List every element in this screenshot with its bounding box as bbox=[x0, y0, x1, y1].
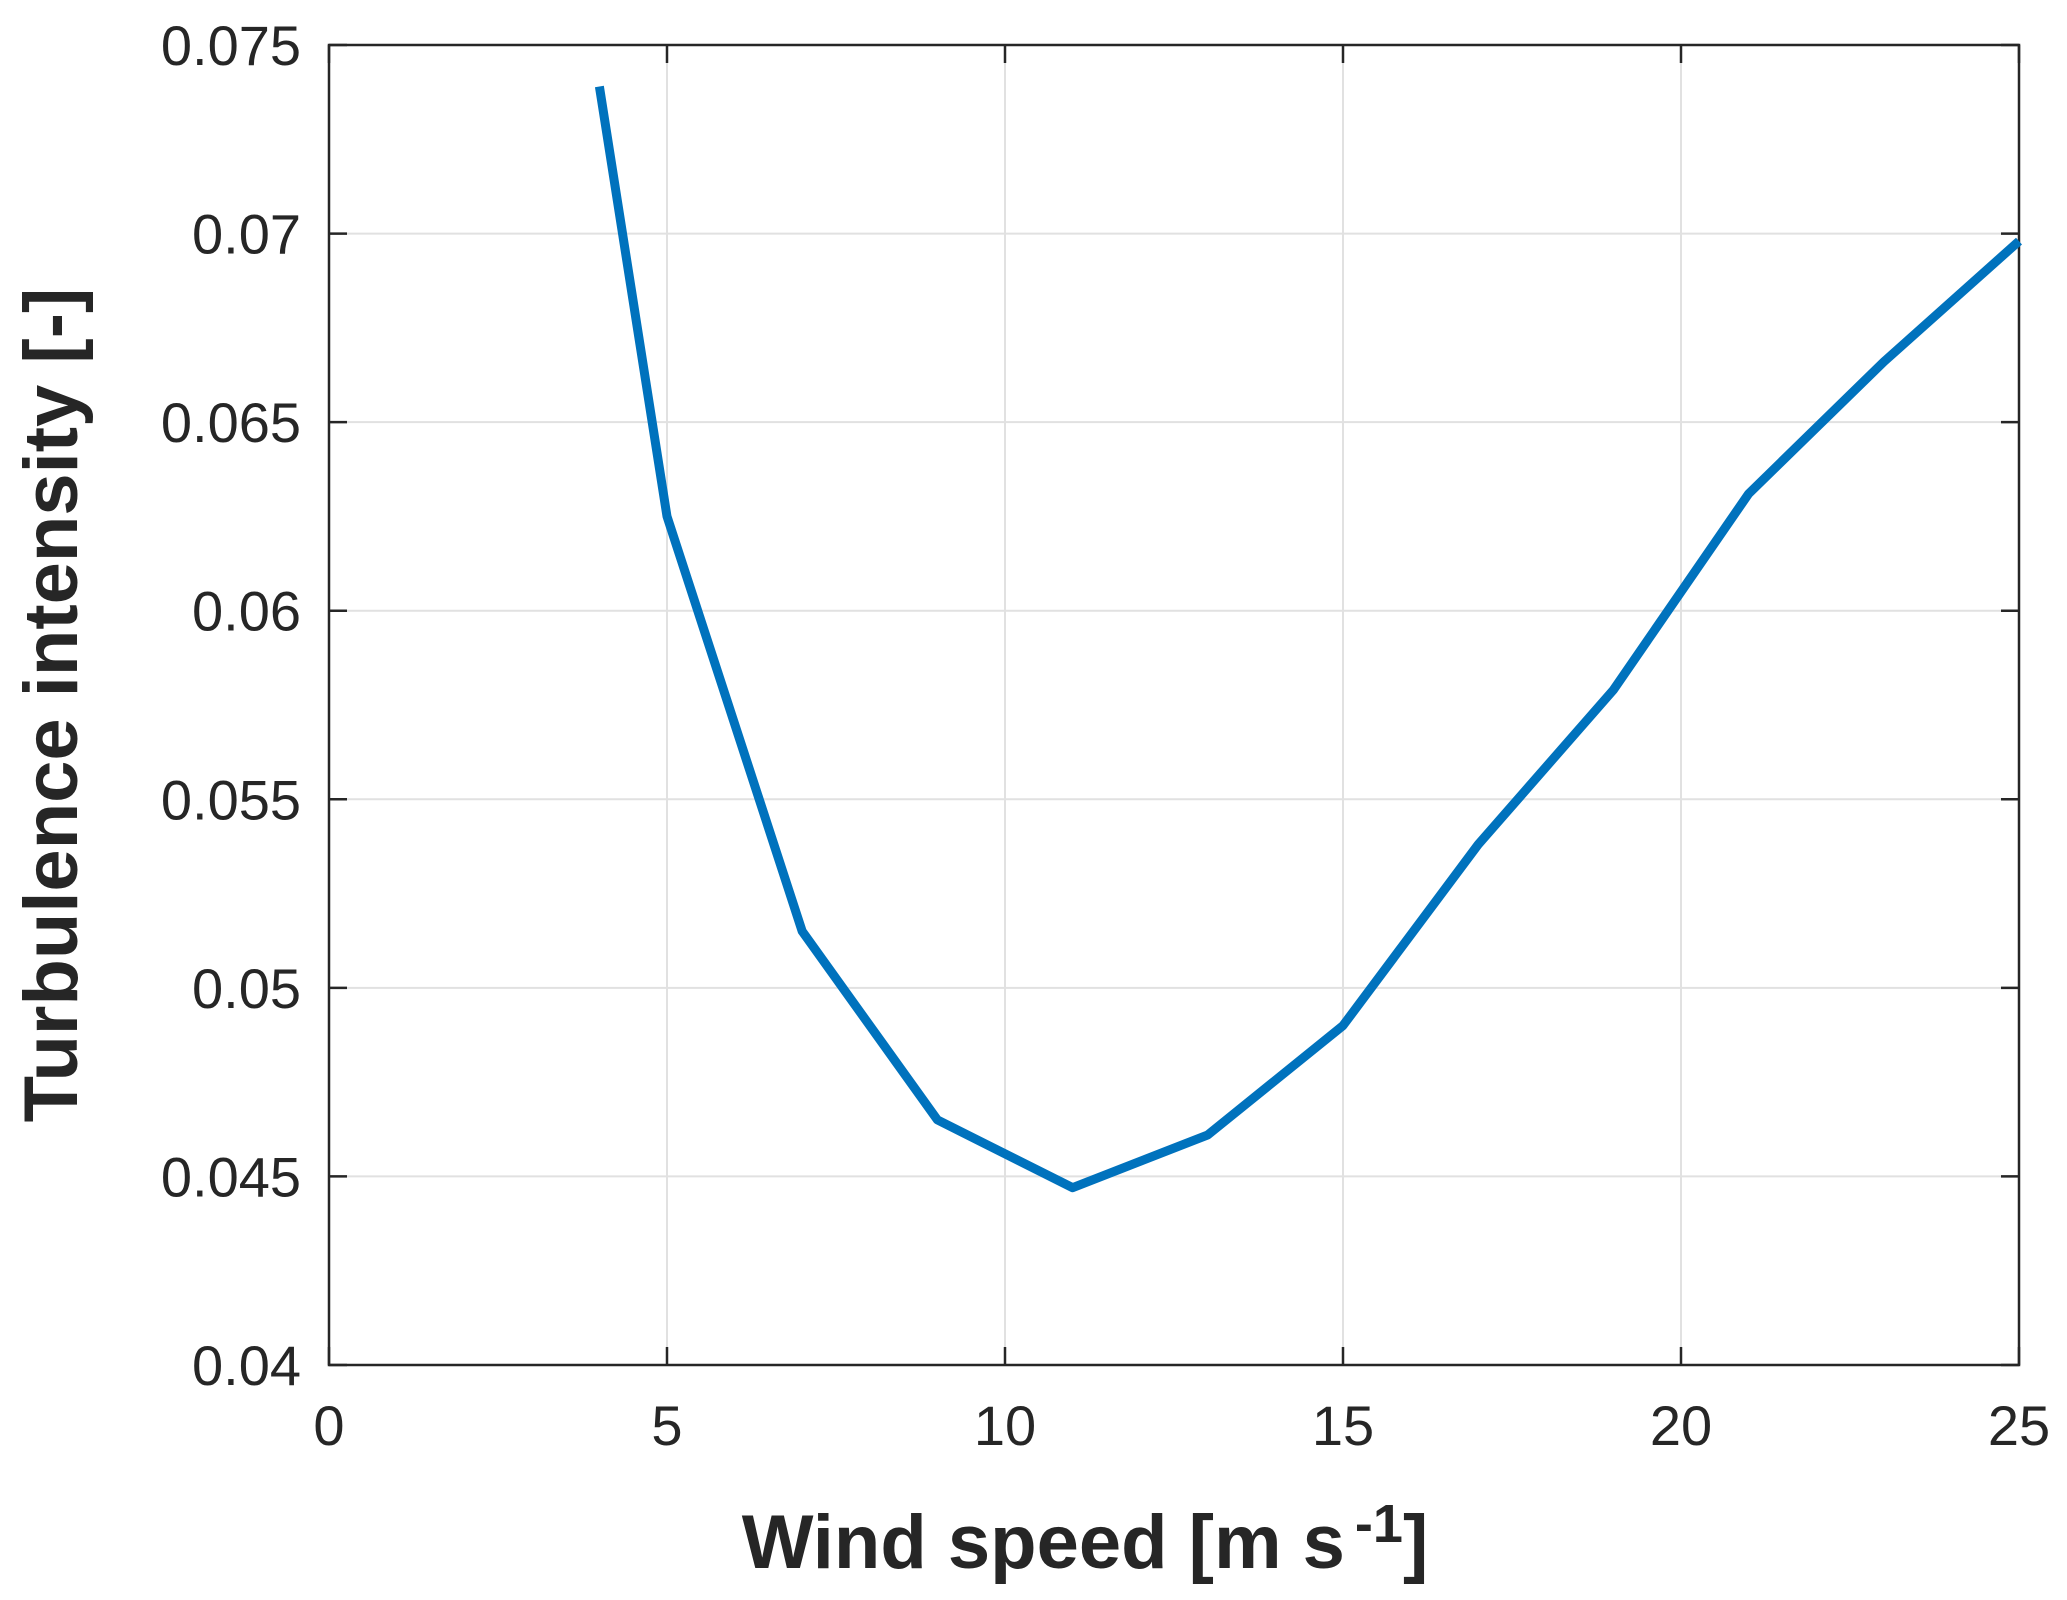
x-tick-label: 5 bbox=[651, 1394, 682, 1457]
y-tick-label: 0.065 bbox=[161, 391, 301, 454]
x-axis-title: Wind speed [m s -1] bbox=[742, 1494, 1429, 1585]
x-tick-label: 20 bbox=[1650, 1394, 1712, 1457]
y-tick-label: 0.075 bbox=[161, 14, 301, 77]
y-tick-label: 0.055 bbox=[161, 768, 301, 831]
data-series bbox=[594, 85, 2022, 1193]
y-tick-labels: 0.04 0.045 0.05 0.055 0.06 0.065 0.07 0.075 bbox=[161, 14, 301, 1397]
x-axis-title-superscript: -1 bbox=[1355, 1494, 1403, 1554]
y-tick-label: 0.07 bbox=[192, 203, 301, 266]
x-tick-label: 0 bbox=[313, 1394, 344, 1457]
x-tick-label: 15 bbox=[1312, 1394, 1374, 1457]
x-axis-title-end: ] bbox=[1403, 1500, 1428, 1585]
y-tick-label: 0.05 bbox=[192, 957, 301, 1020]
grid-lines bbox=[328, 44, 2020, 1366]
series-line-0 bbox=[594, 85, 2022, 1193]
x-tick-label: 10 bbox=[974, 1394, 1036, 1457]
x-tick-labels: 0 5 10 15 20 25 bbox=[313, 1394, 2050, 1457]
y-axis-title: Turbulence intensity [-] bbox=[9, 288, 94, 1123]
y-tick-label: 0.06 bbox=[192, 580, 301, 643]
x-tick-label: 25 bbox=[1988, 1394, 2050, 1457]
tick-marks bbox=[327, 43, 2021, 1367]
x-axis-title-main: Wind speed [m s bbox=[742, 1500, 1345, 1585]
plot-area-frame bbox=[327, 43, 2021, 1367]
y-tick-label: 0.04 bbox=[192, 1334, 301, 1397]
y-tick-label: 0.045 bbox=[161, 1145, 301, 1208]
